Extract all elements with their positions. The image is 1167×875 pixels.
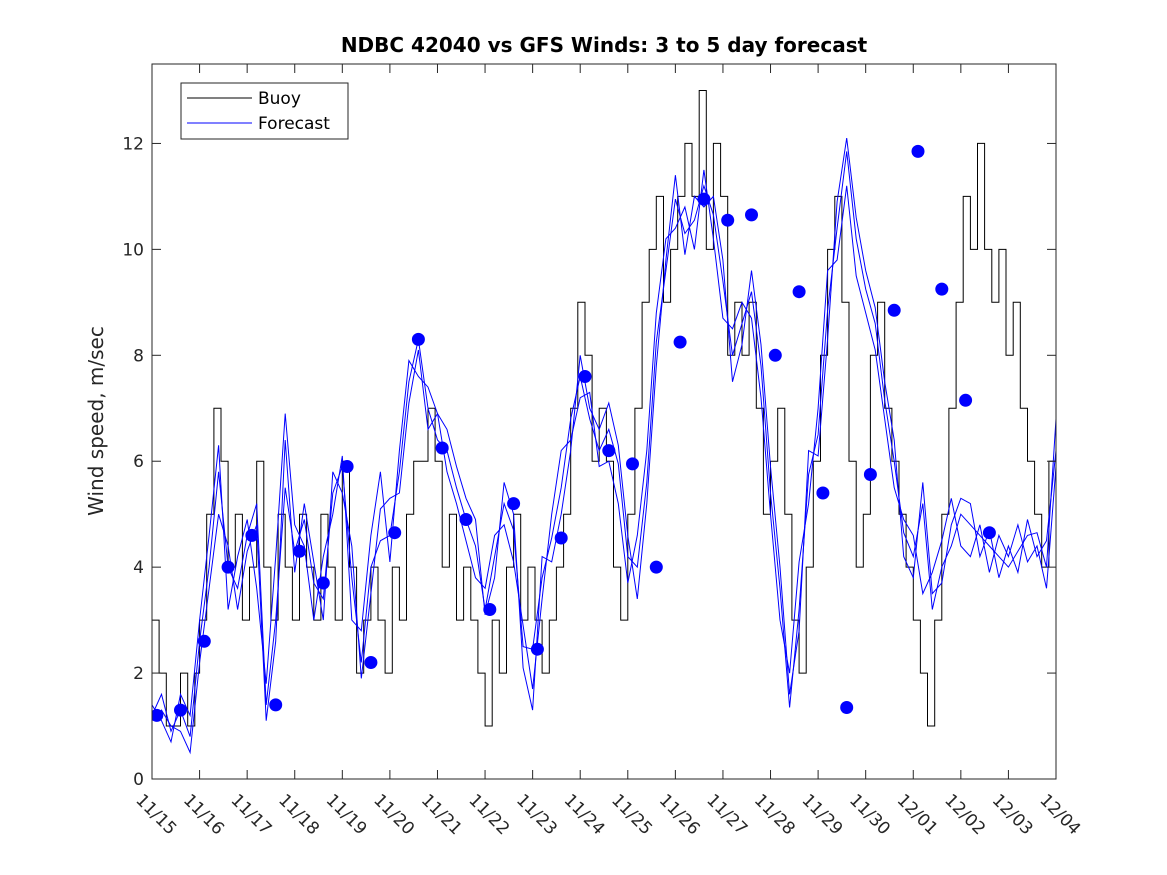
plot-area-frame xyxy=(151,63,1057,780)
legend-buoy-label: Buoy xyxy=(258,89,301,109)
forecast-series-line-3 xyxy=(152,138,1056,755)
forecast-marker xyxy=(602,444,616,458)
forecast-marker xyxy=(935,282,949,296)
forecast-marker xyxy=(197,634,211,648)
forecast-marker xyxy=(554,531,568,545)
forecast-marker xyxy=(269,698,283,712)
forecast-marker xyxy=(578,370,592,383)
forecast-marker xyxy=(959,393,973,407)
legend-forecast-label: Forecast xyxy=(258,114,330,134)
buoy-series-line xyxy=(152,90,1056,727)
forecast-marker xyxy=(507,497,521,511)
forecast-marker xyxy=(673,335,687,349)
forecast-marker xyxy=(982,526,996,540)
forecast-marker xyxy=(483,603,497,616)
forecast-marker xyxy=(340,460,354,473)
y-tick-label: 4 xyxy=(133,558,144,578)
forecast-marker xyxy=(174,703,187,717)
forecast-marker xyxy=(245,528,259,542)
forecast-marker xyxy=(388,526,402,540)
y-tick-label: 8 xyxy=(133,346,144,366)
forecast-marker xyxy=(530,642,544,656)
forecast-marker xyxy=(221,560,235,574)
forecast-marker xyxy=(649,560,663,574)
forecast-marker xyxy=(911,144,925,158)
forecast-marker xyxy=(411,332,425,346)
forecast-marker xyxy=(792,285,806,299)
forecast-marker xyxy=(626,457,639,471)
forecast-marker xyxy=(364,656,378,669)
forecast-marker xyxy=(887,303,901,317)
forecast-marker xyxy=(293,544,306,558)
forecast-marker xyxy=(816,486,830,500)
y-tick-label: 10 xyxy=(122,240,144,260)
y-tick-label: 12 xyxy=(122,134,144,154)
forecast-series-line-1 xyxy=(152,151,1056,737)
forecast-marker xyxy=(863,468,877,481)
y-tick-label: 2 xyxy=(133,664,144,684)
legend: Buoy Forecast xyxy=(180,82,349,140)
plot-data xyxy=(152,90,1056,755)
forecast-marker xyxy=(840,701,854,714)
y-tick-label: 0 xyxy=(133,770,144,790)
forecast-marker xyxy=(459,513,473,526)
forecast-series-line-2 xyxy=(152,169,1056,744)
forecast-marker xyxy=(152,708,164,722)
y-axis-label: Wind speed, m/sec xyxy=(84,326,108,516)
chart-title: NDBC 42040 vs GFS Winds: 3 to 5 day fore… xyxy=(341,33,868,57)
forecast-marker xyxy=(768,348,782,362)
y-tick-label: 6 xyxy=(133,452,144,472)
forecast-marker xyxy=(435,441,449,455)
legend-box xyxy=(180,82,349,140)
forecast-marker xyxy=(721,213,735,227)
forecast-marker xyxy=(697,192,711,206)
forecast-marker xyxy=(745,208,758,222)
forecast-marker xyxy=(316,576,330,590)
